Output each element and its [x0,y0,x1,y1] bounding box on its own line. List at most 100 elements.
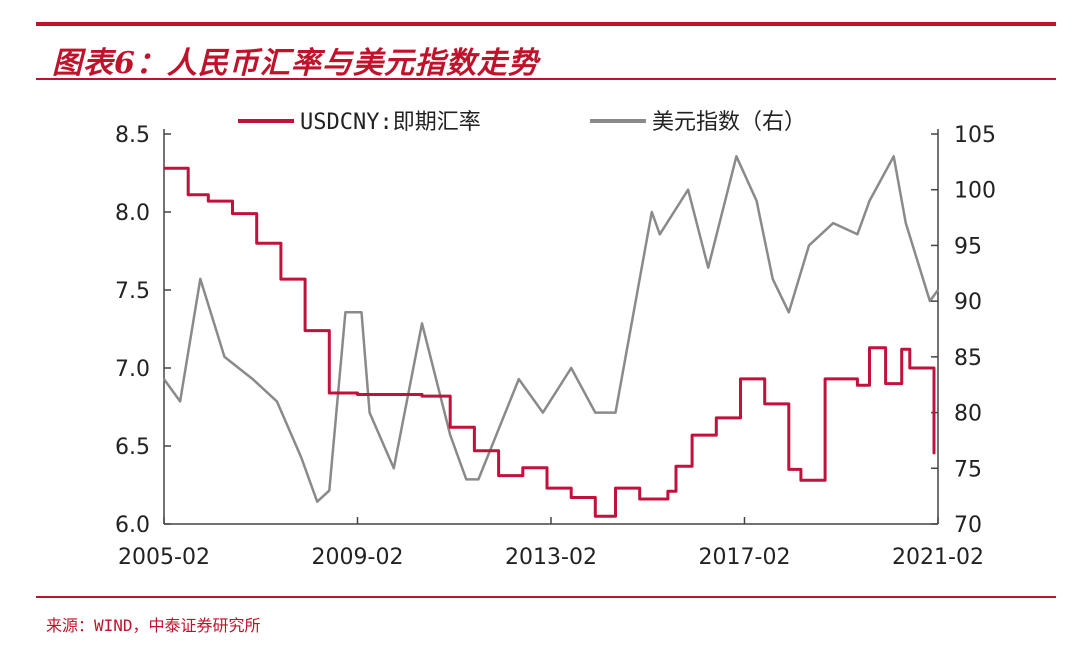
left-y-tick-label: 7.0 [115,357,150,382]
dxy-data-point [856,233,859,236]
legend: USDCNY:即期汇率 美元指数（右） [238,110,806,135]
dxy-data-point [328,489,331,492]
dxy-data-point [707,266,709,269]
usdcny-data-point [497,474,500,477]
right-y-tick-label: 95 [954,234,982,259]
dxy-data-point [465,478,468,481]
usdcny-data-point [900,348,903,351]
usdcny-data-point [824,378,826,380]
usdcny-data-point [187,194,189,196]
dxy-data-point [393,467,395,470]
left-y-tick-label: 6.5 [115,435,150,460]
usdcny-data-point [546,487,548,489]
usdcny-data-point [163,167,165,170]
dxy-data-point [808,244,810,247]
usdcny-data-point [933,453,935,455]
x-tick-label: 2009-02 [312,545,404,570]
dxy-data-point [316,500,319,503]
usdcny-data-point [675,465,677,468]
dxy-data-point [199,278,202,280]
right-y-tick-label: 105 [954,123,996,148]
dxy-data-point [771,278,774,280]
dxy-data-point [276,400,278,403]
right-y-tick-label: 70 [954,513,982,538]
usdcny-data-point [594,515,597,517]
usdcny-data-point [715,417,718,419]
dxy-data-point [518,378,520,380]
legend-label-usdcny: USDCNY:即期汇率 [300,110,481,135]
dxy-data-point [570,367,572,369]
usdcny-data-point [868,346,871,349]
dxy-data-point [687,188,689,191]
x-tick-label: 2013-02 [505,545,597,570]
legend-label-dxy: 美元指数（右） [652,110,806,135]
dxy-data-point [251,378,254,380]
usdcny-data-point [884,382,887,385]
source-note: 来源：WIND，中泰证券研究所 [46,616,261,635]
dxy-data-point [892,155,895,158]
dxy-data-point [614,411,617,414]
dxy-data-point [659,233,661,236]
usdcny-data-point [207,200,210,202]
dxy-data-point [179,400,181,403]
dxy-data-point [477,478,480,481]
x-tick-label: 2017-02 [699,545,791,570]
chart-svg: 6.0 6.5 7.0 7.5 8.0 8.5 70 75 80 85 90 95 100 105 2005… [115,110,996,570]
usdcny-data-point [691,434,693,436]
left-y-tick-label: 8.5 [115,123,150,148]
dxy-data-point [929,300,931,302]
right-y-tick-label: 75 [954,457,982,482]
usdcny-data-point [856,384,859,387]
dxy-data-point [163,378,165,380]
left-y-tick-label: 8.0 [115,201,150,226]
dxy-data-point [594,411,597,414]
dxy-data-point [421,322,423,325]
dxy-data-point [368,411,371,414]
left-y-tick-label: 7.5 [115,279,150,304]
right-y-tick-label: 90 [954,290,982,315]
usdcny-data-point [909,367,911,369]
x-tick-label: 2021-02 [892,545,984,570]
dxy-data-point [868,200,871,202]
dxy-data-point [542,411,544,414]
usdcny-data-point [449,426,452,429]
usdcny-data-point [667,490,669,493]
usdcny-data-point [255,242,258,244]
dxy-series-line [162,155,940,503]
usdcny-data-point [328,392,331,394]
right-y-tick-label: 100 [954,179,996,204]
header-bottom-rule [36,78,1056,80]
usdcny-series-line [164,166,936,518]
usdcny-data-point [788,468,790,471]
dxy-data-point [755,200,758,202]
dxy-data-point [788,311,790,314]
usdcny-data-point [421,395,423,397]
usdcny-data-point [522,467,524,469]
footer-rule [36,596,1056,598]
dxy-data-point [223,356,226,358]
chart-title: 图表6：人民币汇率与美元指数走势 [52,46,539,81]
dxy-data-point [360,311,363,314]
usdcny-data-point [473,449,476,452]
usdcny-data-point [183,167,185,170]
usdcny-data-point [570,496,572,499]
usdcny-data-point [638,498,641,500]
right-y-tick-label: 80 [954,402,982,427]
usdcny-data-point [739,378,742,380]
dxy-data-point [651,211,653,213]
dxy-data-point [832,222,834,224]
dxy-data-point [344,311,347,314]
usdcny-data-point [763,403,766,405]
dxy-data-point [449,434,452,436]
usdcny-data-point [614,487,617,489]
header-top-rule [36,22,1056,26]
left-y-tick-label: 6.0 [115,513,150,538]
usdcny-data-point [356,393,359,396]
usdcny-data-point [304,329,306,332]
dxy-data-point [937,289,939,291]
usdcny-data-point [800,479,802,482]
dxy-data-point [905,222,907,224]
right-y-tick-label: 85 [954,346,982,371]
dxy-data-point [735,155,738,158]
usdcny-data-point [231,212,234,215]
